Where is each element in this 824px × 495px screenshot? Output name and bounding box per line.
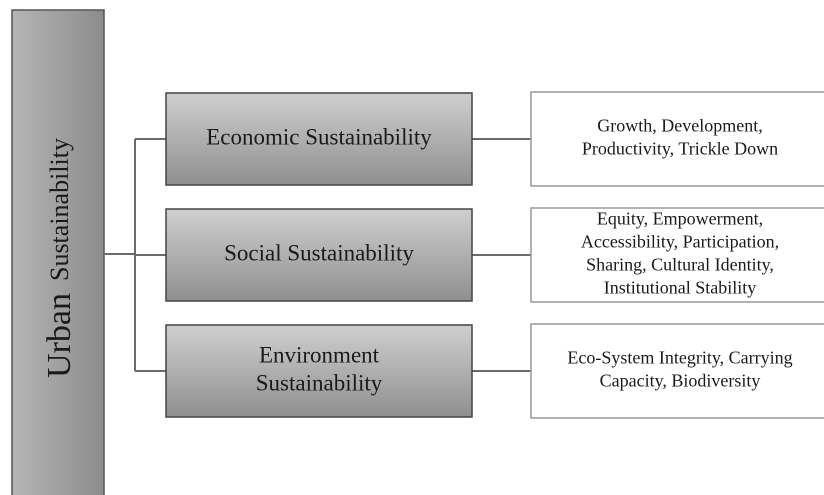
branch-label: Sustainability [256, 370, 383, 395]
branch-box [165, 208, 473, 302]
root-word: Sustainability [45, 138, 74, 281]
description-box [530, 323, 824, 419]
root-word: Urban [41, 293, 78, 378]
branch-box [165, 92, 473, 186]
branch-label: Social Sustainability [224, 240, 414, 265]
root-label: Urban Sustainability [41, 138, 78, 378]
description-box [530, 91, 824, 187]
description-line: Capacity, Biodiversity [600, 371, 761, 391]
description-line: Equity, Empowerment, [597, 209, 763, 229]
branch-label: Environment [259, 342, 380, 367]
connector [104, 139, 136, 371]
description-line: Accessibility, Participation, [581, 232, 779, 252]
branch-label: Economic Sustainability [206, 124, 432, 149]
description-line: Sharing, Cultural Identity, [586, 255, 774, 275]
description-line: Growth, Development, [597, 116, 762, 136]
description-line: Eco-System Integrity, Carrying [567, 348, 792, 368]
description-line: Productivity, Trickle Down [582, 139, 778, 159]
root-box [11, 9, 105, 495]
branch-box [165, 324, 473, 418]
description-line: Institutional Stability [604, 278, 757, 298]
description-box [530, 207, 824, 303]
